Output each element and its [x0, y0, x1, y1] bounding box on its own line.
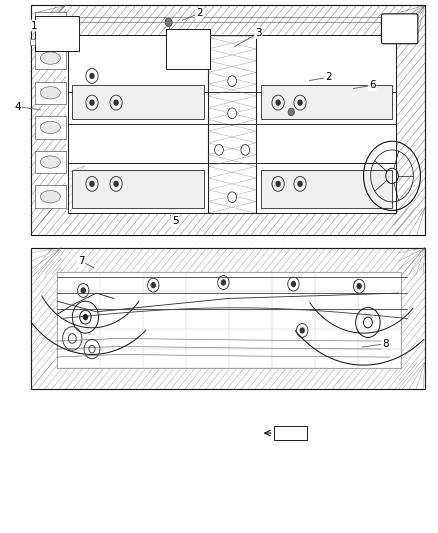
- Circle shape: [276, 100, 280, 106]
- Bar: [35, 47, 66, 69]
- Bar: [31, 5, 425, 235]
- Circle shape: [83, 314, 88, 320]
- Bar: [35, 116, 66, 139]
- Circle shape: [357, 284, 361, 289]
- Circle shape: [215, 144, 223, 155]
- Text: 7: 7: [78, 256, 85, 266]
- Circle shape: [228, 192, 237, 203]
- Bar: [68, 35, 396, 213]
- Bar: [35, 185, 66, 208]
- Bar: [261, 171, 392, 208]
- Ellipse shape: [40, 121, 60, 134]
- Circle shape: [298, 181, 302, 187]
- Bar: [35, 82, 66, 104]
- Bar: [72, 171, 204, 208]
- FancyBboxPatch shape: [381, 14, 418, 44]
- Bar: [31, 248, 425, 389]
- Circle shape: [221, 280, 226, 285]
- Bar: [57, 272, 401, 368]
- Text: 4: 4: [14, 102, 21, 111]
- Circle shape: [276, 181, 280, 187]
- Text: 1: 1: [31, 21, 38, 30]
- Bar: [30, 21, 35, 28]
- Bar: [30, 39, 35, 45]
- Text: 8: 8: [382, 339, 389, 349]
- Text: 2: 2: [196, 9, 203, 18]
- Ellipse shape: [40, 86, 60, 99]
- Circle shape: [298, 100, 302, 106]
- Circle shape: [90, 181, 94, 187]
- Ellipse shape: [40, 17, 60, 30]
- Circle shape: [81, 288, 85, 293]
- Circle shape: [114, 181, 118, 187]
- Circle shape: [165, 18, 172, 27]
- Text: 5: 5: [172, 216, 179, 226]
- Circle shape: [114, 100, 118, 106]
- Circle shape: [90, 100, 94, 106]
- Text: 6: 6: [369, 80, 376, 90]
- Ellipse shape: [40, 52, 60, 64]
- Bar: [72, 85, 204, 118]
- Ellipse shape: [40, 156, 60, 168]
- Circle shape: [300, 328, 304, 333]
- Bar: [166, 29, 210, 69]
- Circle shape: [151, 282, 155, 288]
- Circle shape: [90, 73, 94, 78]
- Bar: [35, 12, 66, 35]
- Ellipse shape: [40, 190, 60, 203]
- Circle shape: [241, 144, 250, 155]
- Circle shape: [228, 108, 237, 118]
- Bar: [35, 16, 79, 51]
- Bar: [261, 85, 392, 118]
- Text: 2: 2: [325, 72, 332, 82]
- Circle shape: [288, 108, 294, 116]
- Circle shape: [228, 76, 237, 86]
- Circle shape: [291, 281, 296, 287]
- Bar: [35, 151, 66, 173]
- Text: 3: 3: [255, 28, 262, 38]
- Bar: [274, 426, 307, 440]
